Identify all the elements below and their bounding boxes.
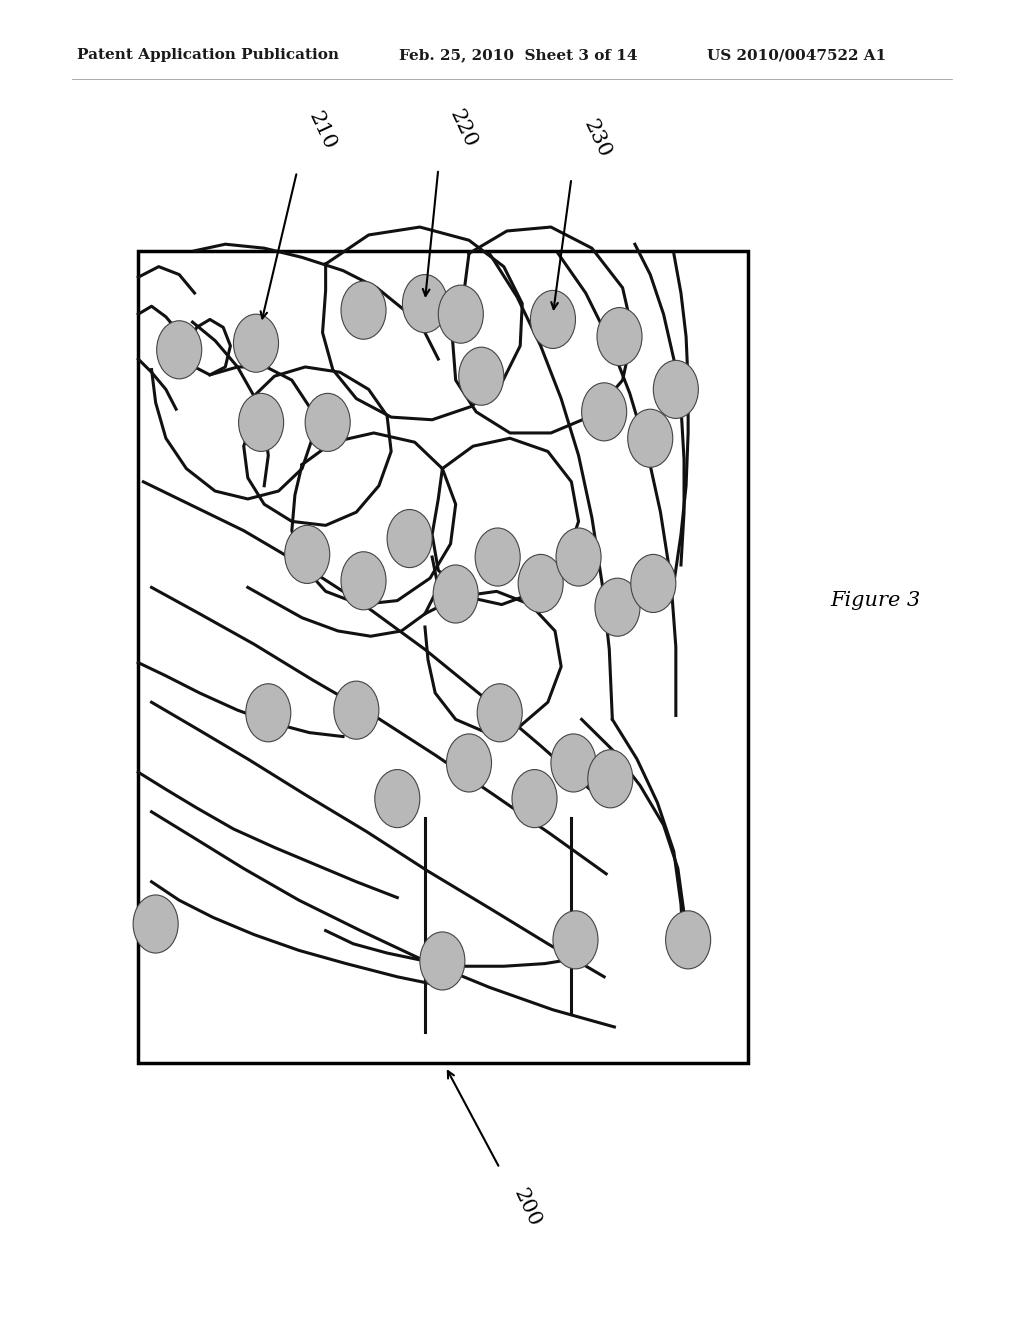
Text: US 2010/0047522 A1: US 2010/0047522 A1 bbox=[707, 49, 886, 62]
Text: Feb. 25, 2010  Sheet 3 of 14: Feb. 25, 2010 Sheet 3 of 14 bbox=[399, 49, 638, 62]
Circle shape bbox=[477, 684, 522, 742]
Circle shape bbox=[285, 525, 330, 583]
Circle shape bbox=[375, 770, 420, 828]
Circle shape bbox=[433, 565, 478, 623]
Circle shape bbox=[402, 275, 447, 333]
Circle shape bbox=[475, 528, 520, 586]
Circle shape bbox=[582, 383, 627, 441]
Text: 230: 230 bbox=[580, 116, 613, 161]
Text: Patent Application Publication: Patent Application Publication bbox=[77, 49, 339, 62]
Circle shape bbox=[518, 554, 563, 612]
Circle shape bbox=[628, 409, 673, 467]
Text: 200: 200 bbox=[510, 1185, 544, 1230]
Text: Figure 3: Figure 3 bbox=[830, 591, 921, 610]
Circle shape bbox=[334, 681, 379, 739]
Circle shape bbox=[420, 932, 465, 990]
Circle shape bbox=[530, 290, 575, 348]
Text: 210: 210 bbox=[305, 108, 339, 153]
Circle shape bbox=[341, 281, 386, 339]
Circle shape bbox=[157, 321, 202, 379]
Circle shape bbox=[446, 734, 492, 792]
Circle shape bbox=[239, 393, 284, 451]
Circle shape bbox=[512, 770, 557, 828]
Circle shape bbox=[653, 360, 698, 418]
Circle shape bbox=[438, 285, 483, 343]
Circle shape bbox=[597, 308, 642, 366]
Circle shape bbox=[341, 552, 386, 610]
Circle shape bbox=[133, 895, 178, 953]
Circle shape bbox=[305, 393, 350, 451]
Bar bbox=[138, 251, 748, 1063]
Circle shape bbox=[459, 347, 504, 405]
Circle shape bbox=[556, 528, 601, 586]
Circle shape bbox=[631, 554, 676, 612]
Text: 220: 220 bbox=[445, 107, 479, 150]
Circle shape bbox=[387, 510, 432, 568]
Circle shape bbox=[666, 911, 711, 969]
Circle shape bbox=[553, 911, 598, 969]
Circle shape bbox=[588, 750, 633, 808]
Circle shape bbox=[551, 734, 596, 792]
Circle shape bbox=[246, 684, 291, 742]
Circle shape bbox=[595, 578, 640, 636]
Circle shape bbox=[233, 314, 279, 372]
